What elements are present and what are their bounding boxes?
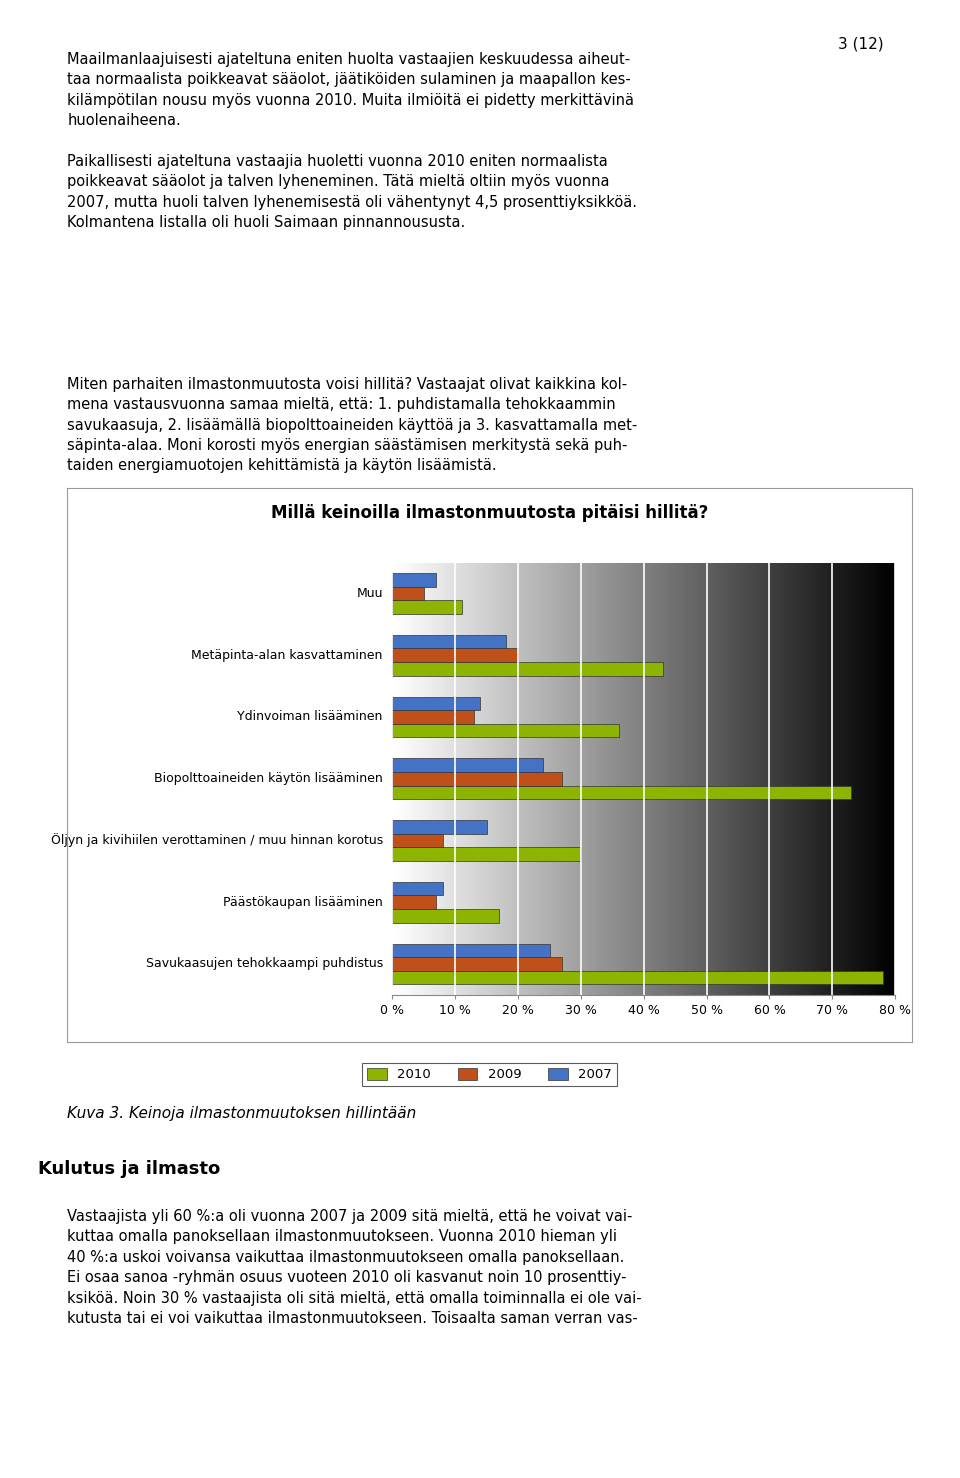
Bar xyxy=(393,943,549,958)
Bar xyxy=(393,909,499,922)
Bar xyxy=(393,696,480,709)
Bar xyxy=(393,847,581,860)
Bar xyxy=(393,587,424,600)
Text: Öljyn ja kivihiilen verottaminen / muu hinnan korotus: Öljyn ja kivihiilen verottaminen / muu h… xyxy=(51,834,383,847)
Bar xyxy=(393,882,443,896)
Text: 3 (12): 3 (12) xyxy=(837,37,883,52)
Text: Biopolttoaineiden käytön lisääminen: Biopolttoaineiden käytön lisääminen xyxy=(155,772,383,785)
Text: Savukaasujen tehokkaampi puhdistus: Savukaasujen tehokkaampi puhdistus xyxy=(146,958,383,971)
Text: Miten parhaiten ilmastonmuutosta voisi hillitä? Vastaajat olivat kaikkina kol-
m: Miten parhaiten ilmastonmuutosta voisi h… xyxy=(67,377,637,473)
Text: Ydinvoiman lisääminen: Ydinvoiman lisääminen xyxy=(237,711,383,723)
Text: Millä keinoilla ilmastonmuutosta pitäisi hillitä?: Millä keinoilla ilmastonmuutosta pitäisi… xyxy=(271,504,708,522)
Text: Päästökaupan lisääminen: Päästökaupan lisääminen xyxy=(223,896,383,909)
Bar xyxy=(393,636,506,649)
Bar xyxy=(393,820,487,834)
Bar xyxy=(393,785,852,800)
Bar xyxy=(393,573,437,587)
Bar xyxy=(393,834,443,847)
Text: Vastaajista yli 60 %:a oli vuonna 2007 ja 2009 sitä mieltä, että he voivat vai-
: Vastaajista yli 60 %:a oli vuonna 2007 j… xyxy=(67,1209,642,1326)
Text: Metäpinta-alan kasvattaminen: Metäpinta-alan kasvattaminen xyxy=(191,649,383,662)
Bar xyxy=(393,649,518,662)
Bar xyxy=(393,724,618,738)
Bar xyxy=(393,896,437,909)
Text: Muu: Muu xyxy=(356,587,383,600)
Legend: 2010, 2009, 2007: 2010, 2009, 2007 xyxy=(362,1063,617,1086)
Bar xyxy=(393,958,563,971)
Bar xyxy=(393,772,563,785)
Bar xyxy=(393,971,882,984)
Text: Kuva 3. Keinoja ilmastonmuutoksen hillintään: Kuva 3. Keinoja ilmastonmuutoksen hillin… xyxy=(67,1106,417,1120)
Bar xyxy=(393,709,474,724)
Text: Kulutus ja ilmasto: Kulutus ja ilmasto xyxy=(38,1160,221,1178)
Bar xyxy=(393,758,543,772)
Bar xyxy=(393,662,662,675)
Text: Maailmanlaajuisesti ajateltuna eniten huolta vastaajien keskuudessa aiheut-
taa : Maailmanlaajuisesti ajateltuna eniten hu… xyxy=(67,52,637,231)
Bar xyxy=(393,600,462,613)
